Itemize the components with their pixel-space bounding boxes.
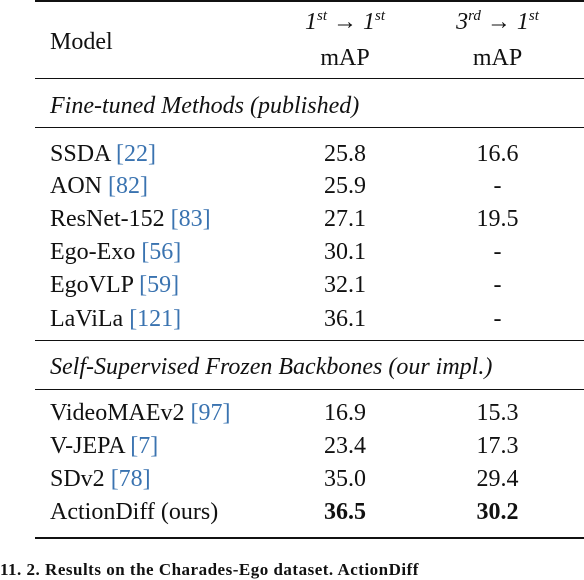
map-value: 32.1 <box>324 272 366 298</box>
citation-link[interactable]: [7] <box>130 433 159 459</box>
citation-link[interactable]: [97] <box>190 400 231 426</box>
citation-link[interactable]: [22] <box>116 141 157 167</box>
section2-header-rule <box>35 340 584 341</box>
citation-link[interactable]: [83] <box>170 206 211 232</box>
column-header-3rd-to-1st: 3rd → 1st <box>456 8 539 36</box>
model-name: AON <box>50 173 102 199</box>
table-caption: 11. 2. Results on the Charades-Ego datas… <box>0 560 419 579</box>
model-name: LaViLa <box>50 306 124 332</box>
map-value: - <box>493 306 502 332</box>
map-value: 27.1 <box>324 206 366 232</box>
citation-link[interactable]: [59] <box>139 272 180 298</box>
map-value: 16.9 <box>324 400 366 426</box>
column-header-1st-to-1st: 1st → 1st <box>304 8 386 36</box>
section1-rule <box>35 127 584 128</box>
model-name: V-JEPA <box>50 433 125 459</box>
map-value: 19.5 <box>476 206 519 232</box>
model-name: SSDA <box>50 141 111 167</box>
citation-link[interactable]: [78] <box>110 466 151 492</box>
metric-header-1: mAP <box>320 45 370 71</box>
section-title-selfsupervised: Self-Supervised Frozen Backbones (our im… <box>50 354 493 380</box>
model-name: ResNet-152 <box>50 206 165 232</box>
section2-rule <box>35 389 584 390</box>
map-value: 25.9 <box>324 173 366 199</box>
map-value: 30.1 <box>324 239 366 265</box>
model-name: SDv2 <box>50 466 105 492</box>
map-value: 17.3 <box>476 433 519 459</box>
citation-link[interactable]: [82] <box>108 173 148 199</box>
citation-link[interactable]: [56] <box>141 239 182 265</box>
map-value: 35.0 <box>324 466 366 492</box>
section-title-finetuned: Fine-tuned Methods (published) <box>50 93 360 119</box>
model-name: Ego-Exo <box>50 239 136 265</box>
bottom-rule <box>35 537 584 539</box>
map-value-best: 30.2 <box>476 499 519 525</box>
map-value: 25.8 <box>324 141 366 167</box>
map-value: 36.1 <box>324 306 366 332</box>
map-value: 23.4 <box>324 433 366 459</box>
model-header: Model <box>50 29 113 55</box>
top-rule <box>35 0 584 2</box>
map-value: - <box>493 173 502 199</box>
citation-link[interactable]: [121] <box>129 306 182 332</box>
metric-header-2: mAP <box>472 45 523 71</box>
map-value: - <box>493 239 502 265</box>
map-value-best: 36.5 <box>324 499 366 525</box>
map-value: 15.3 <box>476 400 519 426</box>
model-name: ActionDiff (ours) <box>50 499 219 525</box>
map-value: 16.6 <box>476 141 519 167</box>
map-value: - <box>493 272 502 298</box>
map-value: 29.4 <box>476 466 519 492</box>
header-rule <box>35 78 584 79</box>
model-name: VideoMAEv2 <box>50 400 185 426</box>
model-name: EgoVLP <box>50 272 134 298</box>
